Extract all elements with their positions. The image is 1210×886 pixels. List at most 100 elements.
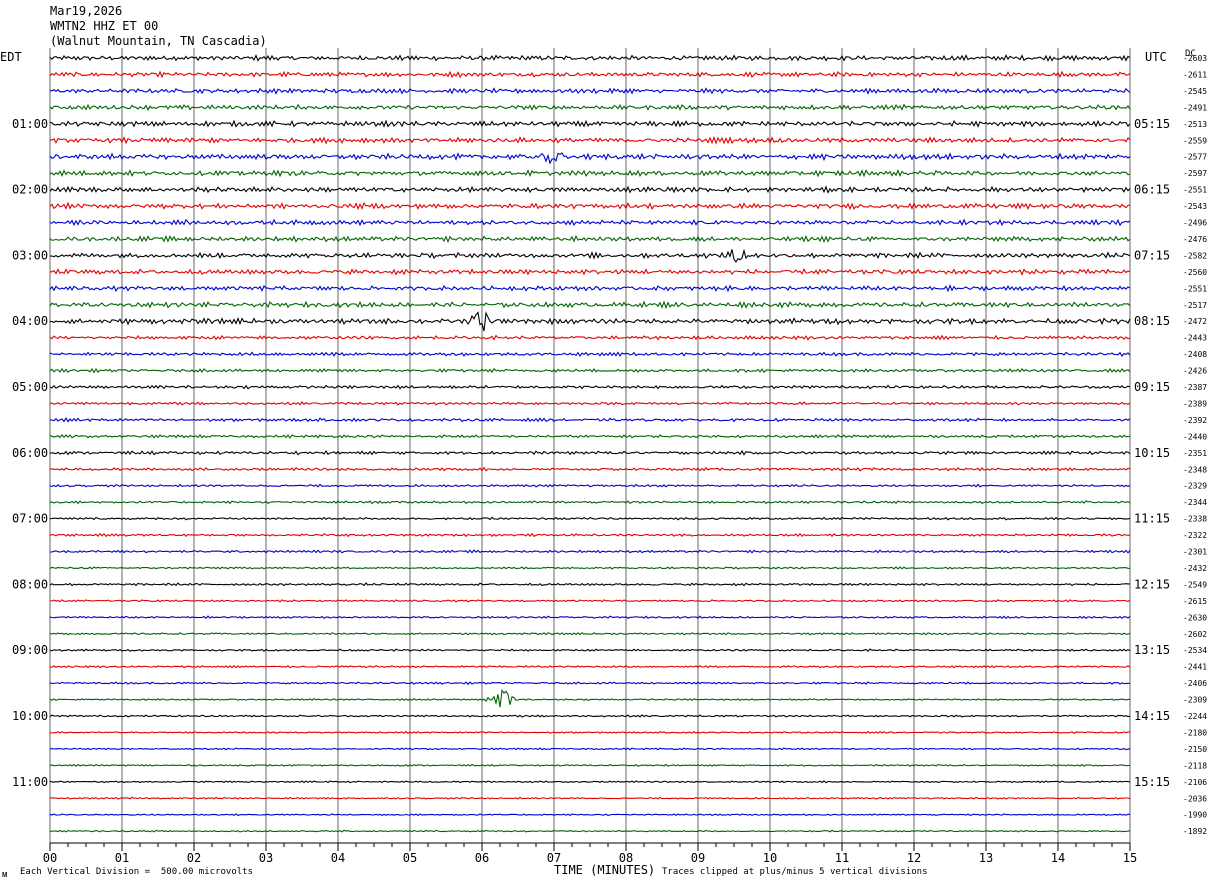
dc-offset-label: -2534	[1183, 646, 1207, 655]
right-hour-label: 05:15	[1134, 117, 1170, 131]
dc-offset-label: -2543	[1183, 202, 1207, 211]
x-tick-label: 07	[547, 851, 561, 865]
trace-row-31	[49, 549, 1131, 554]
dc-offset-label: -2118	[1183, 761, 1207, 770]
dc-offset-label: -2322	[1183, 531, 1207, 540]
dc-offset-label: -2513	[1183, 120, 1207, 129]
trace-row-43	[50, 747, 1131, 751]
right-hour-label: 14:15	[1134, 709, 1170, 723]
trace-row-7	[49, 152, 1131, 165]
dc-offset-label: -2348	[1183, 465, 1207, 474]
dc-offset-label: -2611	[1183, 70, 1207, 79]
trace-row-12	[49, 234, 1131, 244]
trace-row-48	[49, 829, 1131, 833]
trace-row-10	[49, 201, 1131, 211]
trace-row-42	[49, 730, 1130, 734]
trace-row-19	[49, 351, 1131, 358]
left-hour-label: 11:00	[12, 775, 48, 789]
trace-row-36	[49, 632, 1131, 636]
left-timezone-label: EDT	[0, 50, 22, 64]
left-hour-label: 08:00	[12, 577, 48, 591]
trace-row-13	[49, 248, 1131, 263]
dc-offset-label: -2344	[1183, 498, 1207, 507]
trace-row-26	[49, 466, 1131, 472]
dc-offset-label: -1990	[1183, 811, 1207, 820]
left-hour-label: 03:00	[12, 248, 48, 262]
dc-offset-label: -1892	[1183, 827, 1207, 836]
trace-row-3	[49, 87, 1131, 95]
dc-offset-label: -2602	[1183, 630, 1207, 639]
x-tick-label: 01	[115, 851, 129, 865]
trace-row-33	[49, 582, 1130, 587]
x-tick-label: 14	[1051, 851, 1065, 865]
right-hour-label: 11:15	[1134, 512, 1170, 526]
dc-offset-label: -2392	[1183, 416, 1207, 425]
dc-offset-label: -2338	[1183, 515, 1207, 524]
trace-row-11	[49, 218, 1131, 227]
trace-row-23	[49, 417, 1131, 423]
dc-offset-label: -2491	[1183, 103, 1207, 112]
trace-row-8	[49, 169, 1131, 178]
trace-row-1	[49, 54, 1131, 63]
trace-row-20	[49, 367, 1131, 374]
dc-offset-label: -2106	[1183, 778, 1207, 787]
x-tick-label: 08	[619, 851, 633, 865]
trace-row-22	[50, 401, 1131, 406]
left-hour-label: 04:00	[12, 314, 48, 328]
trace-row-27	[49, 483, 1131, 488]
dc-offset-label: -2036	[1183, 794, 1207, 803]
trace-row-32	[49, 566, 1131, 570]
trace-row-24	[49, 433, 1131, 439]
trace-row-30	[49, 532, 1131, 538]
dc-offset-label: -2517	[1183, 301, 1207, 310]
trace-row-47	[49, 813, 1131, 817]
dc-offset-label: -2432	[1183, 564, 1207, 573]
left-hour-label: 05:00	[12, 380, 48, 394]
trace-row-35	[49, 615, 1131, 620]
dc-offset-label: -2387	[1183, 383, 1207, 392]
trace-row-41	[49, 714, 1131, 718]
dc-offset-label: -2559	[1183, 136, 1207, 145]
x-tick-label: 03	[259, 851, 273, 865]
dc-offset-label: -2476	[1183, 235, 1207, 244]
dc-offset-label: -2560	[1183, 268, 1207, 277]
left-hour-label: 06:00	[12, 446, 48, 460]
trace-row-25	[49, 449, 1131, 456]
trace-row-28	[49, 500, 1131, 505]
trace-row-44	[49, 763, 1131, 768]
trace-row-14	[49, 267, 1131, 276]
x-tick-label: 00	[43, 851, 57, 865]
dc-offset-label: -2603	[1183, 54, 1207, 63]
station-location: (Walnut Mountain, TN Cascadia)	[50, 34, 267, 48]
dc-offset-label: -2630	[1183, 613, 1207, 622]
right-hour-label: 08:15	[1134, 314, 1170, 328]
right-hour-label: 07:15	[1134, 248, 1170, 262]
trace-row-4	[49, 103, 1131, 111]
left-hour-label: 09:00	[12, 643, 48, 657]
trace-row-5	[49, 119, 1131, 128]
dc-offset-label: -2180	[1183, 728, 1207, 737]
trace-row-39	[49, 681, 1131, 686]
right-hour-label: 12:15	[1134, 577, 1170, 591]
trace-row-17	[49, 310, 1131, 332]
dc-offset-label: -2309	[1183, 696, 1207, 705]
right-hour-label: 15:15	[1134, 775, 1170, 789]
right-hour-label: 10:15	[1134, 446, 1170, 460]
trace-row-2	[49, 70, 1131, 79]
dc-offset-label: -2549	[1183, 580, 1207, 589]
dc-offset-label: -2426	[1183, 367, 1207, 376]
dc-offset-label: -2244	[1183, 712, 1207, 721]
scale-note: Each Vertical Division = 500.00 microvol…	[20, 867, 253, 877]
dc-offset-label: -2582	[1183, 251, 1207, 260]
dc-offset-label: -2389	[1183, 399, 1207, 408]
dc-offset-label: -2150	[1183, 745, 1207, 754]
dc-offset-label: -2441	[1183, 663, 1207, 672]
trace-row-16	[49, 300, 1131, 310]
trace-row-38	[49, 664, 1131, 669]
right-hour-label: 09:15	[1134, 380, 1170, 394]
trace-row-46	[49, 796, 1131, 800]
dc-offset-label: -2496	[1183, 219, 1207, 228]
dc-offset-label: -2551	[1183, 284, 1207, 293]
trace-row-40	[49, 688, 1131, 708]
